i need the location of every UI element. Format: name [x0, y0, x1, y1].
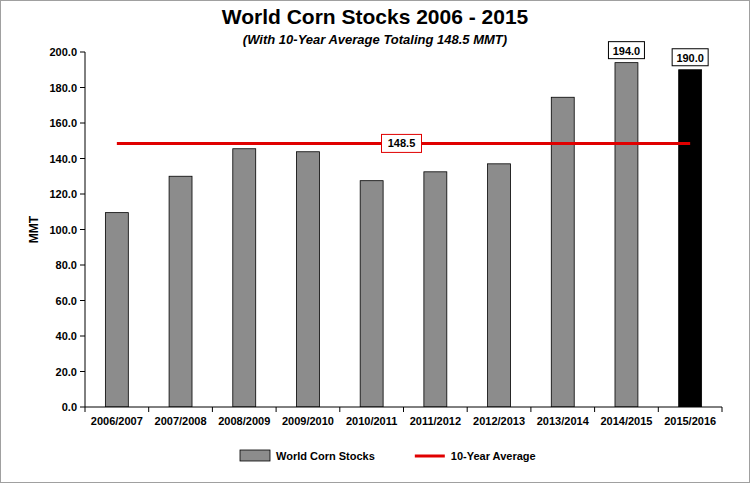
annotation: 148.5: [388, 137, 416, 149]
data-label: 190.0: [676, 52, 704, 64]
y-tick: [80, 229, 85, 230]
x-tick: [722, 407, 723, 412]
bar: [169, 176, 192, 407]
data-label-box: [608, 42, 644, 59]
y-tick: [80, 265, 85, 266]
marks: [105, 63, 701, 407]
x-tick: [148, 407, 149, 412]
y-tick: [80, 158, 85, 159]
bar: [296, 152, 319, 407]
labels: 194.0 190.0: [608, 42, 708, 66]
y-axis-label: MMT: [27, 215, 41, 243]
x-tick: [594, 407, 595, 412]
x-tick: [658, 407, 659, 412]
x-tick-label: 2009/2010: [282, 415, 334, 427]
x-tick-label: 2008/2009: [218, 415, 270, 427]
bar: [424, 172, 447, 407]
title: World Corn Stocks 2006 - 2015: [222, 5, 529, 28]
x-tick: [339, 407, 340, 412]
x-tick-label: 2015/2016: [664, 415, 716, 427]
bar: [105, 213, 128, 407]
y-tick: [80, 52, 85, 53]
x-tick-label: 2007/2008: [155, 415, 207, 427]
x-tick-label: 2010/2011: [346, 415, 397, 427]
legend-label: World Corn Stocks: [276, 450, 375, 462]
legend: World Corn Stocks 10-Year Average: [240, 450, 536, 462]
x-tick-label: 2014/2015: [600, 415, 652, 427]
x-tick: [530, 407, 531, 412]
y-tick-label: 60.0: [56, 295, 77, 307]
y-tick-label: 120.0: [49, 188, 77, 200]
bar: [233, 149, 256, 407]
y-tick-label: 160.0: [49, 117, 77, 129]
y-tick: [80, 371, 85, 372]
bar: [615, 63, 638, 407]
annotation-box: [382, 134, 422, 152]
y-tick-label: 140.0: [49, 153, 77, 165]
legend-swatch: [415, 455, 445, 458]
chart-border: [1, 1, 750, 483]
y-tick: [80, 336, 85, 337]
x-tick: [467, 407, 468, 412]
x-tick: [85, 407, 86, 412]
x-tick: [276, 407, 277, 412]
x-tick-label: 2012/2013: [473, 415, 525, 427]
y-tick-label: 200.0: [49, 46, 77, 58]
legend-swatch: [240, 450, 270, 461]
y-tick: [80, 123, 85, 124]
x-tick-label: 2013/2014: [537, 415, 590, 427]
bar: [488, 164, 511, 407]
data-label-box: [672, 49, 708, 66]
y-tick-label: 80.0: [56, 259, 77, 271]
y-tick-label: 20.0: [56, 366, 77, 378]
y-tick: [80, 87, 85, 88]
legend-label: 10-Year Average: [451, 450, 536, 462]
y-tick-label: 180.0: [49, 82, 77, 94]
bar: [679, 70, 702, 407]
y-tick: [80, 300, 85, 301]
chart: World Corn Stocks 2006 - 2015 (With 10-Ye…: [0, 0, 750, 483]
subtitle: (With 10-Year Average Totaling 148.5 MMT…: [243, 32, 507, 47]
x-tick-label: 2011/2012: [410, 415, 461, 427]
y-tick: [80, 407, 85, 408]
y-axis: [85, 52, 86, 407]
y-tick: [80, 194, 85, 195]
y-tick-label: 0.0: [62, 401, 77, 413]
y-tick-label: 40.0: [56, 330, 77, 342]
data-label: 194.0: [613, 45, 641, 57]
y-tick-label: 100.0: [49, 224, 77, 236]
bar: [360, 181, 383, 407]
x-tick: [403, 407, 404, 412]
x-tick: [212, 407, 213, 412]
x-tick-label: 2006/2007: [91, 415, 143, 427]
